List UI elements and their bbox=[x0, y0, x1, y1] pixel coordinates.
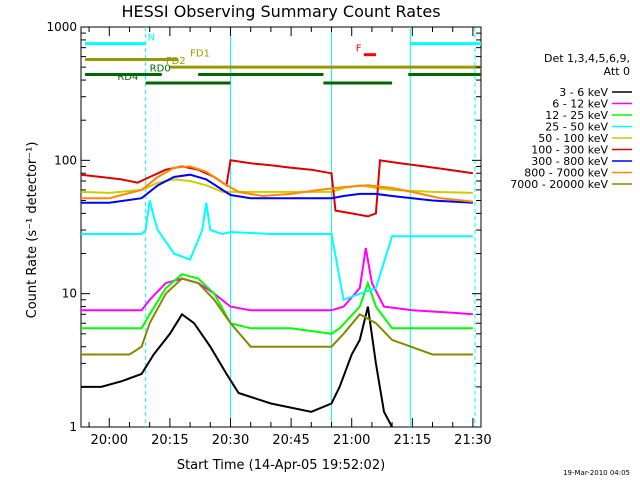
state-bar-label: F bbox=[356, 44, 362, 55]
x-tick-label: 20:15 bbox=[151, 433, 188, 448]
vertical-markers bbox=[145, 27, 476, 427]
state-bar-label: RD4 bbox=[117, 72, 138, 83]
axes-group: 1 10 100 1000 20:00 20:15 20:30 20:45 21:00 21:15… bbox=[46, 20, 491, 448]
x-tick-label: 21:30 bbox=[454, 433, 491, 448]
x-tick-label: 21:00 bbox=[333, 433, 370, 448]
legend-label: 7000 - 20000 keV bbox=[510, 178, 608, 191]
series-line bbox=[81, 173, 473, 204]
legend-label: 6 - 12 keV bbox=[552, 98, 608, 111]
state-bar-label: FD2 bbox=[166, 56, 186, 67]
series-line bbox=[81, 273, 473, 335]
legend-label: 50 - 100 keV bbox=[538, 132, 608, 145]
x-tick-label: 20:30 bbox=[212, 433, 249, 448]
series-group bbox=[80, 159, 474, 428]
x-tick-label: 21:15 bbox=[394, 433, 431, 448]
legend-label: 12 - 25 keV bbox=[545, 109, 608, 122]
series-line bbox=[81, 247, 473, 316]
state-bar-label: N bbox=[148, 33, 155, 44]
x-tick-label: 20:45 bbox=[272, 433, 309, 448]
generated-timestamp: 19-Mar-2010 04:05 bbox=[563, 469, 630, 477]
legend-label: 3 - 6 keV bbox=[559, 86, 608, 99]
legend-label: 100 - 300 keV bbox=[531, 144, 608, 157]
series-line bbox=[81, 165, 474, 203]
y-tick-label: 10 bbox=[62, 287, 77, 301]
legend-header-line-1: Det 1,3,4,5,6,9, bbox=[543, 52, 630, 65]
y-tick-label: 1 bbox=[69, 420, 77, 434]
y-tick-label: 1000 bbox=[46, 20, 77, 34]
legend-label: 800 - 7000 keV bbox=[524, 167, 608, 180]
y-axis-label: Count Rate (s⁻¹ detector⁻¹) bbox=[25, 142, 40, 319]
x-axis-label: Start Time (14-Apr-05 19:52:02) bbox=[177, 458, 385, 473]
legend-header: Det 1,3,4,5,6,9, Att 0 bbox=[544, 52, 630, 78]
state-bar-label: FD1 bbox=[190, 49, 210, 60]
chart-title: HESSI Observing Summary Count Rates bbox=[121, 2, 440, 21]
plot-frame bbox=[80, 26, 482, 428]
legend-label: 300 - 800 keV bbox=[531, 155, 608, 168]
series-line bbox=[81, 277, 473, 356]
series-line bbox=[80, 159, 474, 218]
legend-header-line-2: Att 0 bbox=[603, 65, 630, 78]
state-bar-label: RD0 bbox=[150, 64, 171, 75]
legend-label: 25 - 50 keV bbox=[545, 121, 608, 134]
y-tick-label: 100 bbox=[54, 153, 77, 167]
series-line bbox=[81, 200, 473, 302]
x-tick-label: 20:00 bbox=[91, 433, 128, 448]
